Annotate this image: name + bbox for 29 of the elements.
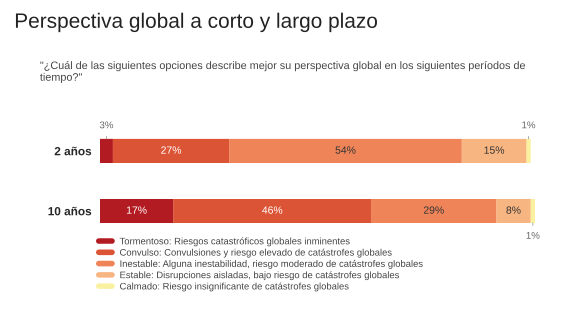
bar [229,138,462,163]
data-label: 1% [526,232,540,239]
data-label: 29% [424,206,444,214]
legend-label: Convulso: Convulsiones y riesgo elevado de catástrofes globales [120,248,392,258]
data-label: 17% [126,206,147,214]
data-label: 8% [506,206,521,214]
data-label: 27% [161,146,182,154]
legend-label: Calmado: Riesgo insignificante de catástrofes globales [120,282,349,292]
bar [112,138,230,163]
data-label: 15% [484,146,504,154]
legend-label: Estable: Disrupciones aisladas, bajo riesgo de catástrofes globales [120,271,400,280]
data-label: 54% [335,146,356,154]
bar [100,198,174,223]
bar [496,198,531,223]
bar [371,198,496,223]
data-label: 3% [100,121,114,128]
legend-label: Inestable: Alguna inestabilidad, riesgo moderado de catástrofes globales [120,260,423,269]
legend-label: Tormentoso: Riesgos catastróficos globales inminentes [120,237,350,246]
chart-subtitle: "¿Cuál de las siguientes opciones describe mejor su perspectiva global en los siguientes períodos de tiempo?" [40,61,526,83]
bar [173,198,372,223]
y-tick-label: 2 años [54,146,92,156]
data-label: 46% [262,206,282,214]
chart-title: Perspectiva global a corto y largo plazo [16,12,378,32]
bar [462,138,526,163]
bar [530,198,535,223]
data-label: 1% [522,121,536,128]
y-tick-label: 10 años [48,206,92,216]
bar [100,138,113,163]
bar [526,138,531,163]
